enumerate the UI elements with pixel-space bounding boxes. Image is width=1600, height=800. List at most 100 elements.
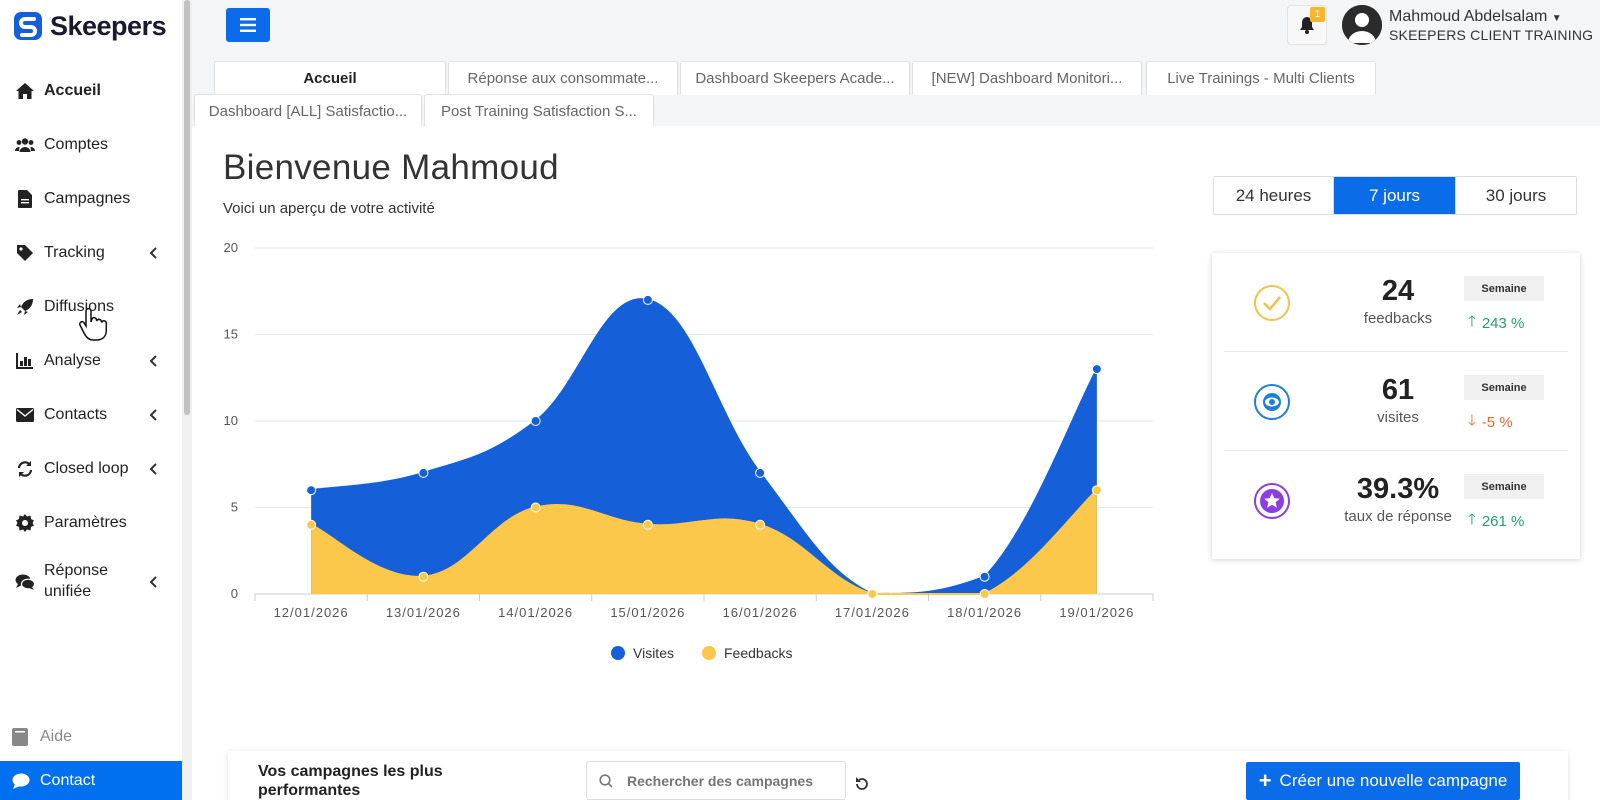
sidebar-scrollbar[interactable] xyxy=(182,0,192,800)
sidebar-item-label: Tracking xyxy=(44,243,105,261)
area-feedbacks xyxy=(311,490,1097,594)
x-tick-label: 16/01/2026 xyxy=(723,605,798,620)
sidebar-item-comptes[interactable]: Comptes xyxy=(0,118,182,172)
sidebar-item-accueil[interactable]: Accueil xyxy=(0,64,182,118)
sidebar-item-label: Campagnes xyxy=(44,189,131,207)
sidebar-item-parametres[interactable]: Paramètres xyxy=(0,496,182,550)
chevron-left-icon xyxy=(149,463,157,475)
logo[interactable]: Skeepers xyxy=(12,8,167,44)
stat-value: 24 xyxy=(1381,275,1415,307)
x-tick-label: 15/01/2026 xyxy=(610,605,685,620)
user-organization: SKEEPERS CLIENT TRAINING xyxy=(1389,27,1594,43)
sidebar-item-label: Paramètres xyxy=(44,513,127,531)
arrow-down-icon: 🡓 xyxy=(1468,412,1476,429)
campaign-search[interactable] xyxy=(586,761,846,800)
menu-toggle-button[interactable] xyxy=(226,8,270,42)
search-icon xyxy=(599,773,613,788)
tab-accueil[interactable]: Accueil xyxy=(214,61,446,95)
period-7d-button[interactable]: 7 jours xyxy=(1334,177,1456,214)
tab-dashboard-skeepers-academy[interactable]: Dashboard Skeepers Acade... xyxy=(680,61,910,95)
sidebar-item-label: Accueil xyxy=(44,81,101,99)
book-icon xyxy=(12,728,28,746)
envelope-icon xyxy=(14,404,36,426)
data-point-feedbacks xyxy=(642,519,653,530)
avatar[interactable] xyxy=(1342,5,1382,45)
create-campaign-button[interactable]: + Créer une nouvelle campagne xyxy=(1246,762,1520,800)
rocket-icon xyxy=(14,296,36,318)
chat-icon xyxy=(14,571,36,593)
stat-taux-reponse: 39.3% taux de réponse Semaine 🡑 261 % xyxy=(1212,451,1580,550)
stat-value: 61 xyxy=(1381,374,1415,406)
star-icon xyxy=(1254,483,1290,519)
data-point-visites xyxy=(642,294,653,305)
sidebar-item-campagnes[interactable]: Campagnes xyxy=(0,172,182,226)
x-tick-label: 13/01/2026 xyxy=(386,605,461,620)
legend-marker xyxy=(702,646,716,660)
sidebar-item-contacts[interactable]: Contacts xyxy=(0,388,182,442)
gear-icon xyxy=(14,512,36,534)
user-name[interactable]: Mahmoud Abdelsalam ▼ xyxy=(1389,8,1562,26)
sidebar-item-label: Réponse unifiée xyxy=(44,562,109,600)
period-24h-button[interactable]: 24 heures xyxy=(1214,177,1334,214)
tab-live-trainings[interactable]: Live Trainings - Multi Clients xyxy=(1146,61,1376,95)
hand-cursor-icon xyxy=(79,308,108,341)
data-point-visites xyxy=(1091,364,1102,375)
stat-change: 🡑 261 % xyxy=(1468,509,1548,534)
user-icon xyxy=(1342,5,1382,45)
sidebar: Skeepers Accueil Comptes Campagnes Track… xyxy=(0,0,192,800)
chevron-left-icon xyxy=(149,355,157,367)
data-point-visites xyxy=(530,416,541,426)
stats-card: 24 feedbacks Semaine 🡑 243 % 61 visites S… xyxy=(1212,253,1580,559)
y-tick-label: 20 xyxy=(224,240,238,255)
sidebar-item-analyse[interactable]: Analyse xyxy=(0,334,182,388)
users-icon xyxy=(14,134,36,156)
x-tick-label: 19/01/2026 xyxy=(1059,605,1134,620)
data-point-feedbacks xyxy=(755,519,766,530)
search-input[interactable] xyxy=(627,772,827,789)
data-point-visites xyxy=(418,467,429,478)
sidebar-item-label: Closed loop xyxy=(44,459,129,477)
y-tick-label: 15 xyxy=(224,327,238,342)
tab-reponse-consommateurs[interactable]: Réponse aux consommate... xyxy=(448,61,678,95)
sidebar-item-label: Analyse xyxy=(44,351,101,369)
eye-icon xyxy=(1254,384,1290,420)
stat-change: 🡑 243 % xyxy=(1468,311,1548,336)
data-point-feedbacks xyxy=(867,589,878,599)
file-icon xyxy=(14,188,36,210)
x-tick-label: 12/01/2026 xyxy=(274,605,349,620)
legend-label: Feedbacks xyxy=(724,645,792,661)
sidebar-item-label: Comptes xyxy=(44,135,109,153)
chevron-left-icon xyxy=(149,247,157,259)
tab-dashboard-monitoring[interactable]: [NEW] Dashboard Monitori... xyxy=(912,61,1142,95)
stat-caption: taux de réponse xyxy=(1344,508,1452,525)
y-tick-label: 5 xyxy=(231,500,238,515)
data-point-feedbacks xyxy=(979,589,990,599)
stat-value: 39.3% xyxy=(1356,473,1440,505)
legend-label: Visites xyxy=(633,645,674,661)
data-point-visites xyxy=(306,485,317,496)
sidebar-item-reponse-unifiee[interactable]: Réponse unifiée xyxy=(0,550,182,614)
sidebar-item-diffusions[interactable]: Diffusions xyxy=(0,280,182,334)
stat-visites: 61 visites Semaine 🡓 -5 % xyxy=(1212,352,1580,451)
user-name-text: Mahmoud Abdelsalam xyxy=(1389,8,1548,25)
stat-period-badge: Semaine xyxy=(1464,474,1544,499)
x-tick-label: 14/01/2026 xyxy=(498,605,573,620)
tag-icon xyxy=(14,242,36,264)
tab-post-training-satisfaction[interactable]: Post Training Satisfaction S... xyxy=(424,94,654,128)
sidebar-item-tracking[interactable]: Tracking xyxy=(0,226,182,280)
chart-icon xyxy=(14,350,36,372)
sidebar-item-contact[interactable]: Contact xyxy=(0,761,192,800)
stat-change-value: 243 % xyxy=(1481,315,1525,332)
period-30d-button[interactable]: 30 jours xyxy=(1485,185,1547,205)
help-label: Aide xyxy=(40,728,73,745)
y-tick-label: 0 xyxy=(231,586,238,601)
scrollbar-thumb[interactable] xyxy=(184,0,190,415)
home-icon xyxy=(14,80,36,102)
data-point-feedbacks xyxy=(418,571,429,582)
sidebar-item-closed-loop[interactable]: Closed loop xyxy=(0,442,182,496)
tab-dashboard-satisfaction[interactable]: Dashboard [ALL] Satisfactio... xyxy=(194,94,422,128)
brand-name: Skeepers xyxy=(50,10,167,41)
create-campaign-label: Créer une nouvelle campagne xyxy=(1279,771,1508,790)
reload-icon[interactable] xyxy=(854,776,870,792)
sidebar-item-aide[interactable]: Aide xyxy=(12,728,72,746)
